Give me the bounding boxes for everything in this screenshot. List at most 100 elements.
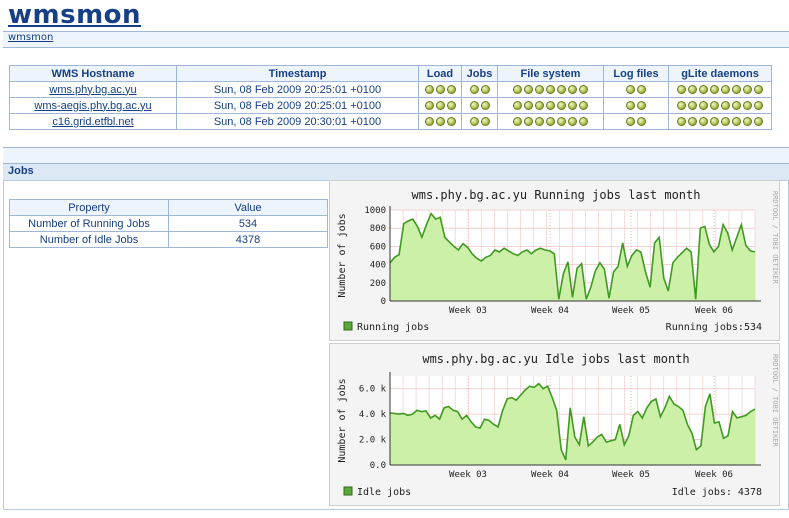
breadcrumb-link[interactable]: wmsmon (8, 32, 54, 43)
series-line (389, 212, 756, 300)
daemons-status-cell[interactable] (668, 81, 772, 98)
status-ok-icon[interactable] (446, 101, 456, 111)
load-status-cell[interactable] (418, 113, 462, 130)
timestamp-cell: Sun, 08 Feb 2009 20:30:01 +0100 (176, 113, 419, 130)
hostname-link[interactable]: wms-aegis.phy.bg.ac.yu (34, 99, 152, 112)
status-ok-icon[interactable] (535, 85, 544, 95)
status-ok-icon[interactable] (424, 85, 434, 95)
daemons-status-cell[interactable] (668, 113, 772, 130)
load-status-cell[interactable] (418, 81, 462, 98)
status-ok-icon[interactable] (446, 117, 456, 127)
x-tick-label: Week 04 (531, 306, 569, 316)
status-ok-icon[interactable] (699, 117, 708, 127)
table-row: Number of Running Jobs 534 (9, 215, 328, 232)
filesystem-status-cell[interactable] (497, 97, 604, 114)
app-logo[interactable]: wmsmon (8, 0, 142, 30)
status-ok-icon[interactable] (710, 101, 719, 111)
breadcrumb: wmsmon (3, 31, 789, 48)
status-ok-icon[interactable] (513, 117, 522, 127)
logfiles-status-cell[interactable] (603, 81, 669, 98)
status-ok-icon[interactable] (637, 117, 646, 127)
status-ok-icon[interactable] (626, 85, 635, 95)
status-ok-icon[interactable] (435, 117, 445, 127)
status-ok-icon[interactable] (480, 101, 490, 111)
status-ok-icon[interactable] (626, 117, 635, 127)
status-ok-icon[interactable] (435, 101, 445, 111)
filesystem-status-cell[interactable] (497, 81, 604, 98)
status-ok-icon[interactable] (513, 101, 522, 111)
status-ok-icon[interactable] (424, 117, 434, 127)
status-ok-icon[interactable] (699, 85, 708, 95)
status-ok-icon[interactable] (743, 101, 752, 111)
status-ok-icon[interactable] (557, 117, 566, 127)
status-ok-icon[interactable] (710, 117, 719, 127)
status-ok-icon[interactable] (754, 85, 763, 95)
daemons-status-cell[interactable] (668, 97, 772, 114)
value-running-jobs: 534 (168, 215, 328, 232)
table-row: Number of Idle Jobs 4378 (9, 231, 328, 248)
status-ok-icon[interactable] (677, 117, 686, 127)
status-ok-icon[interactable] (568, 101, 577, 111)
status-ok-icon[interactable] (688, 101, 697, 111)
status-ok-icon[interactable] (637, 101, 646, 111)
status-ok-icon[interactable] (557, 85, 566, 95)
status-ok-icon[interactable] (754, 101, 763, 111)
status-ok-icon[interactable] (469, 101, 479, 111)
filesystem-status-cell[interactable] (497, 113, 604, 130)
status-ok-icon[interactable] (546, 101, 555, 111)
status-ok-icon[interactable] (626, 101, 635, 111)
current-value-label: Running jobs:534 (666, 322, 762, 333)
status-ok-icon[interactable] (688, 85, 697, 95)
hostname-link[interactable]: c16.grid.etfbl.net (52, 115, 134, 128)
status-ok-icon[interactable] (721, 117, 730, 127)
status-ok-icon[interactable] (579, 85, 588, 95)
logfiles-status-cell[interactable] (603, 97, 669, 114)
y-tick-label: 0 (381, 297, 386, 307)
jobs-status-cell[interactable] (461, 97, 498, 114)
status-ok-icon[interactable] (513, 85, 522, 95)
status-ok-icon[interactable] (743, 117, 752, 127)
logfiles-status-cell[interactable] (603, 113, 669, 130)
status-ok-icon[interactable] (677, 85, 686, 95)
status-ok-icon[interactable] (546, 117, 555, 127)
status-ok-icon[interactable] (568, 117, 577, 127)
status-ok-icon[interactable] (435, 85, 445, 95)
status-ok-icon[interactable] (480, 117, 490, 127)
status-ok-icon[interactable] (688, 117, 697, 127)
status-ok-icon[interactable] (699, 101, 708, 111)
status-ok-icon[interactable] (524, 101, 533, 111)
status-ok-icon[interactable] (579, 101, 588, 111)
status-ok-icon[interactable] (546, 85, 555, 95)
status-ok-icon[interactable] (557, 101, 566, 111)
status-ok-icon[interactable] (535, 117, 544, 127)
hostname-cell: wms-aegis.phy.bg.ac.yu (9, 97, 177, 114)
status-ok-icon[interactable] (754, 117, 763, 127)
status-ok-icon[interactable] (535, 101, 544, 111)
status-ok-icon[interactable] (446, 85, 456, 95)
jobs-status-cell[interactable] (461, 113, 498, 130)
status-ok-icon[interactable] (743, 85, 752, 95)
status-ok-icon[interactable] (524, 117, 533, 127)
status-ok-icon[interactable] (469, 117, 479, 127)
status-ok-icon[interactable] (732, 85, 741, 95)
status-ok-icon[interactable] (637, 85, 646, 95)
status-ok-icon[interactable] (568, 85, 577, 95)
status-ok-icon[interactable] (677, 101, 686, 111)
x-tick-label: Week 03 (449, 306, 487, 316)
status-ok-icon[interactable] (721, 101, 730, 111)
y-tick-label: 4.0 k (359, 410, 387, 420)
status-ok-icon[interactable] (732, 117, 741, 127)
status-ok-icon[interactable] (469, 85, 479, 95)
load-status-cell[interactable] (418, 97, 462, 114)
status-ok-icon[interactable] (710, 85, 719, 95)
x-tick-label: Week 05 (612, 306, 650, 316)
status-ok-icon[interactable] (480, 85, 490, 95)
status-ok-icon[interactable] (732, 101, 741, 111)
status-ok-icon[interactable] (524, 85, 533, 95)
hostname-link[interactable]: wms.phy.bg.ac.yu (49, 83, 137, 96)
status-ok-icon[interactable] (579, 117, 588, 127)
legend-label: Idle jobs (357, 487, 411, 498)
status-ok-icon[interactable] (424, 101, 434, 111)
status-ok-icon[interactable] (721, 85, 730, 95)
jobs-status-cell[interactable] (461, 81, 498, 98)
